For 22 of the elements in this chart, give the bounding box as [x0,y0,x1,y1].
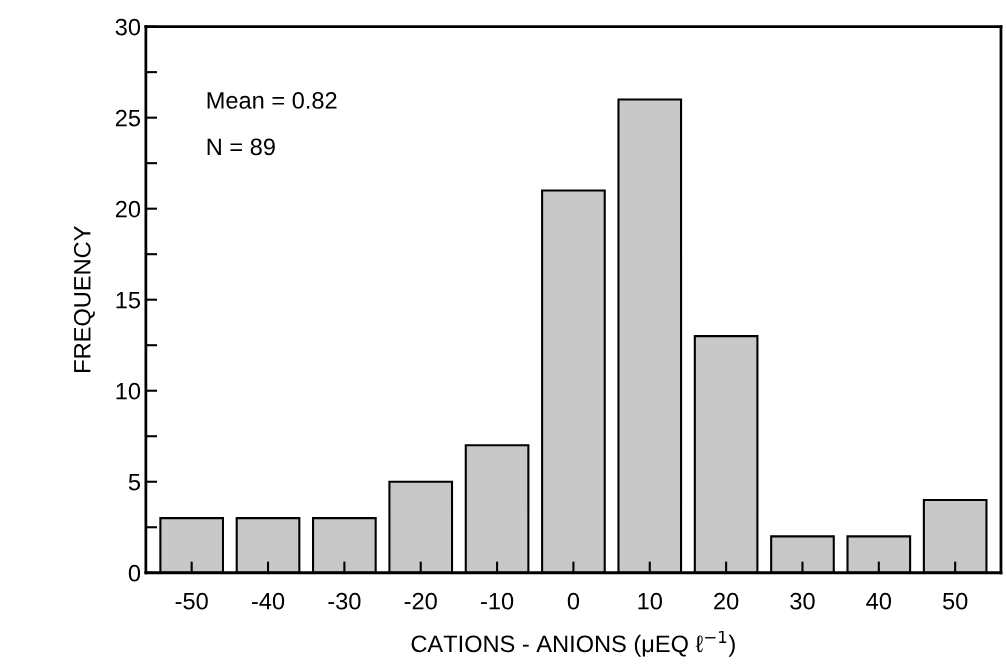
x-tick-label: -40 [252,592,285,610]
y-tick-label: 25 [115,109,141,127]
x-tick-label: 10 [638,592,662,610]
x-tick-label: 50 [942,592,968,610]
y-tick-label: 5 [128,474,141,491]
annotation: Mean = 0.82 [207,92,337,109]
x-tick-label: -30 [328,592,361,610]
x-axis-title: CATIONS - ANIONS (μEQ ℓ$^{−1}$) [411,630,735,657]
x-tick-label: 0 [567,592,580,610]
y-tick-label: 10 [116,382,141,400]
x-tick-label: -10 [481,592,514,610]
y-tick-label: 15 [116,292,141,309]
x-tick-label: 20 [714,592,739,610]
x-tick-label: 30 [790,592,815,610]
x-tick-label: 40 [866,592,892,610]
y-axis-title: FREQUENCY [73,226,95,372]
x-tick-label: -50 [175,592,208,610]
y-tick-label: 0 [128,564,141,582]
y-tick-label: 20 [115,200,141,218]
y-tick-label: 30 [115,18,141,36]
annotation: N = 89 [207,138,275,156]
x-tick-label: -20 [404,592,437,610]
